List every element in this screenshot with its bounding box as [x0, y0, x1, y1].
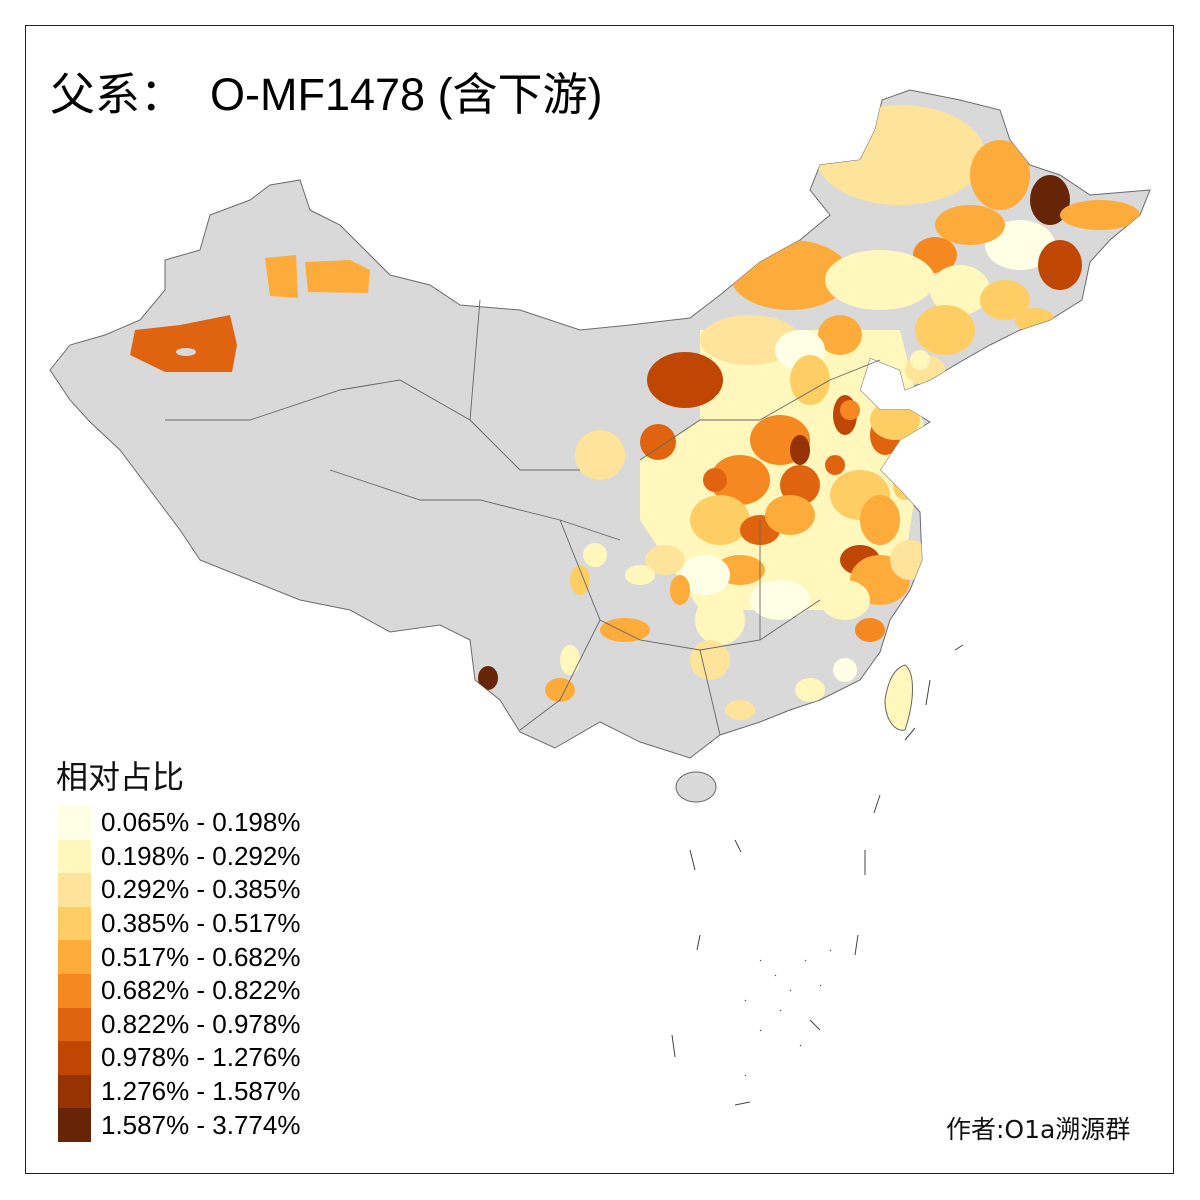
province-border: [519, 619, 601, 731]
region: [825, 250, 935, 310]
legend-item: 1.276% - 1.587%: [58, 1074, 301, 1109]
author-credit: 作者:O1a溯源群: [946, 1115, 1131, 1144]
legend-swatch: [58, 873, 91, 907]
region: [647, 352, 723, 408]
region: [710, 455, 770, 505]
legend-swatch: [58, 1074, 91, 1109]
legend-item: 0.517% - 0.682%: [58, 940, 300, 974]
legend-item: 0.822% - 0.978%: [58, 1007, 301, 1042]
legend-label: 1.276% - 1.587%: [101, 1076, 301, 1107]
region: [305, 260, 370, 293]
legend-item: 0.292% - 0.385%: [58, 873, 300, 907]
legend-item: 0.385% - 0.517%: [58, 906, 301, 941]
legend-item: 0.682% - 0.822%: [58, 973, 301, 1008]
region: [680, 555, 730, 595]
province-border: [165, 379, 580, 471]
legend-swatch: [58, 1007, 91, 1042]
region: [130, 315, 237, 372]
legend-label: 0.682% - 0.822%: [101, 975, 301, 1006]
region: [825, 455, 845, 475]
legend-label: 1.587% - 3.774%: [101, 1109, 301, 1140]
region: [560, 645, 580, 675]
region: [935, 205, 1005, 245]
region: [980, 280, 1030, 320]
legend-swatch: [58, 839, 91, 874]
region: [750, 580, 810, 620]
region: [695, 595, 745, 645]
legend-swatch: [58, 806, 91, 840]
legend-label: 0.517% - 0.682%: [101, 941, 301, 972]
region: [818, 315, 862, 355]
region: [795, 678, 825, 702]
south-sea-islands: [671, 644, 964, 1106]
region: [600, 618, 650, 642]
region: [910, 350, 930, 370]
region: [690, 495, 750, 545]
legend-title: 相对占比: [56, 758, 185, 796]
region: [970, 140, 1030, 210]
region: [645, 545, 685, 575]
region: [1038, 240, 1082, 290]
map-title: 父系： O-MF1478 (含下游): [50, 69, 603, 120]
legend-swatch: [58, 1041, 91, 1075]
taiwan-island: [884, 664, 913, 731]
region: [570, 565, 590, 595]
region: [833, 658, 857, 682]
region: [915, 305, 975, 355]
region: [930, 265, 990, 315]
region: [670, 575, 690, 605]
province-borders: [165, 299, 881, 736]
legend-swatch: [58, 973, 91, 1008]
region: [176, 348, 196, 356]
legend-swatch: [58, 906, 91, 941]
region: [1060, 200, 1140, 230]
region: [478, 666, 498, 690]
legend-label: 0.198% - 0.292%: [101, 840, 301, 871]
region: [855, 618, 885, 642]
legend-swatch: [58, 940, 91, 974]
legend: 0.065% - 0.198% 0.198% - 0.292% 0.292% - 0…: [58, 806, 300, 1142]
legend-item: 0.065% - 0.198%: [58, 806, 300, 840]
region: [870, 400, 920, 440]
province-border: [469, 299, 481, 421]
region: [985, 220, 1055, 270]
region: [625, 565, 655, 585]
region: [840, 400, 860, 420]
province-border: [639, 359, 881, 461]
region: [575, 430, 625, 480]
region: [583, 543, 607, 567]
region: [765, 495, 815, 535]
region: [1030, 175, 1070, 225]
figure-frame: [25, 25, 1174, 1174]
legend-label: 0.065% - 0.198%: [101, 807, 301, 838]
legend-label: 0.385% - 0.517%: [101, 908, 301, 939]
region: [265, 255, 298, 298]
region: [700, 315, 800, 365]
province-border: [559, 519, 821, 651]
region: [725, 700, 755, 720]
hainan-island: [675, 771, 717, 803]
province-border: [699, 649, 721, 736]
legend-label: 0.292% - 0.385%: [101, 874, 301, 905]
region: [790, 355, 830, 405]
region: [703, 468, 727, 492]
legend-label: 0.978% - 1.276%: [101, 1042, 301, 1073]
legend-item: 1.587% - 3.774%: [58, 1108, 300, 1142]
region: [640, 424, 676, 460]
legend-swatch: [58, 1108, 91, 1142]
legend-item: 0.198% - 0.292%: [58, 839, 301, 874]
legend-item: 0.978% - 1.276%: [58, 1041, 300, 1075]
region-fills: [130, 105, 1140, 720]
region: [860, 495, 900, 545]
region: [790, 435, 810, 465]
province-border: [329, 469, 621, 541]
legend-label: 0.822% - 0.978%: [101, 1008, 301, 1039]
region: [820, 580, 870, 620]
